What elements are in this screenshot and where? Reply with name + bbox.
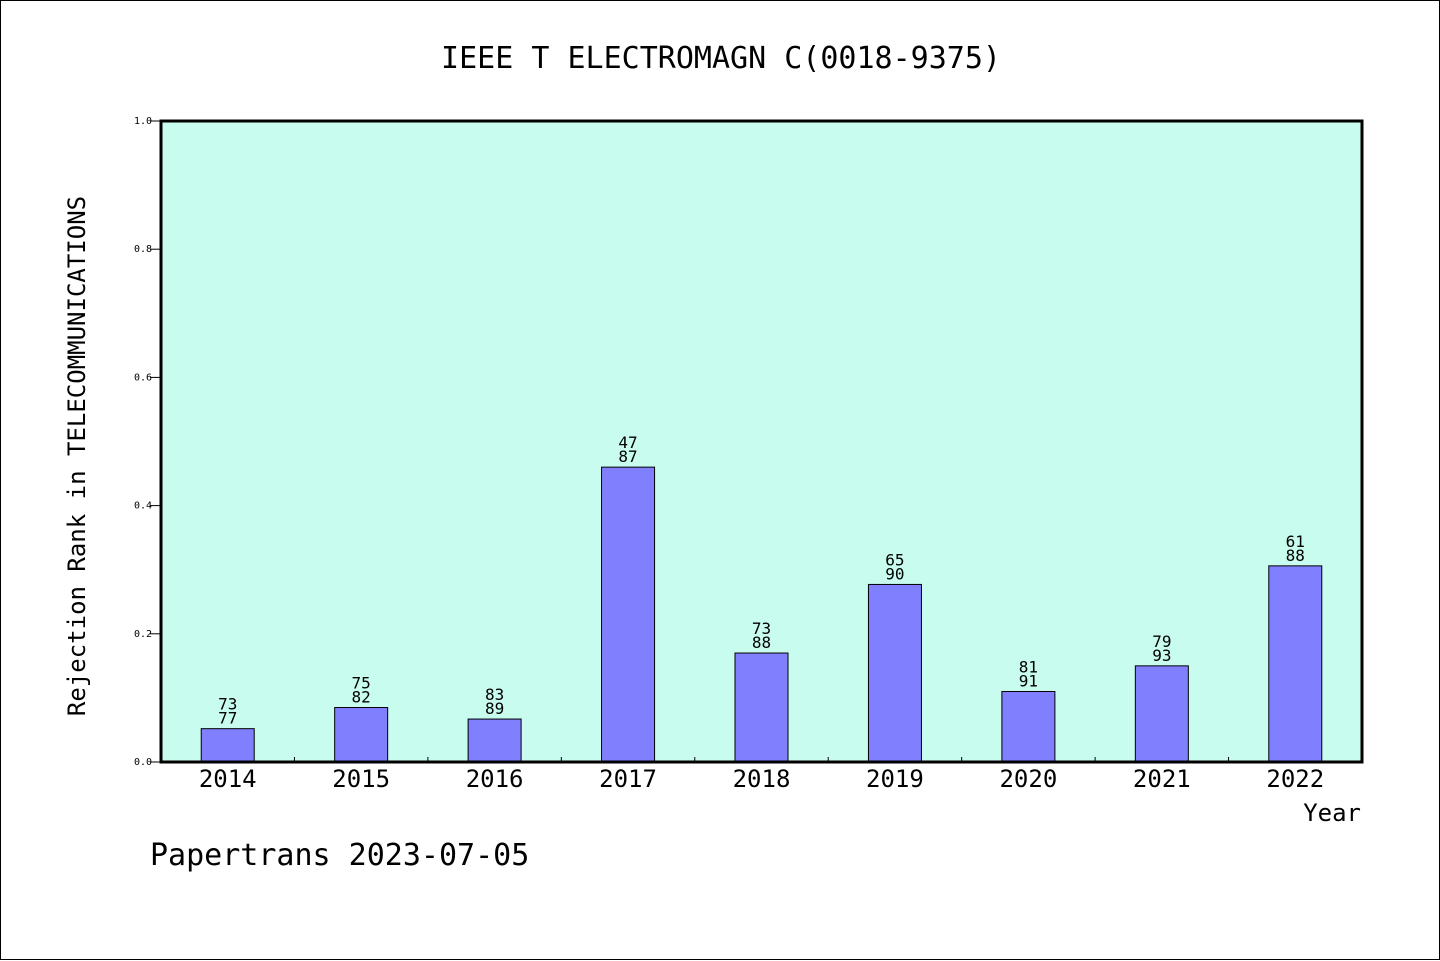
bar [200, 728, 255, 763]
plot-border [159, 119, 1364, 764]
bar-label-bottom: 91 [1019, 671, 1038, 690]
bar-label-top: 73 [752, 619, 771, 638]
y-tick-label: 0.2 [134, 629, 152, 640]
bar [734, 652, 789, 763]
bar-label-top: 75 [352, 674, 371, 693]
y-tick-label: 0.6 [134, 372, 152, 383]
bar-label-bottom: 82 [352, 688, 371, 707]
bar-label-top: 65 [885, 550, 904, 569]
y-axis-label: Rejection Rank in TELECOMMUNICATIONS [63, 196, 91, 716]
bar-label-top: 61 [1286, 532, 1305, 551]
bar-label-bottom: 77 [218, 709, 237, 728]
x-tick-label: 2022 [1266, 765, 1324, 793]
bar-label-bottom: 90 [885, 564, 904, 583]
x-tick-label: 2015 [332, 765, 390, 793]
bar-label-top: 73 [218, 695, 237, 714]
x-axis: 2014 2015 2016 2017 2018 2019 2020 2021 2022 [199, 757, 1324, 793]
bar [1268, 565, 1323, 763]
footer-text: Papertrans 2023-07-05 [150, 838, 529, 873]
y-tick-label: 0.8 [134, 244, 152, 255]
x-tick-label: 2018 [733, 765, 791, 793]
bar [601, 466, 656, 763]
x-tick-label: 2017 [599, 765, 657, 793]
x-tick-label: 2021 [1133, 765, 1191, 793]
x-tick-label: 2019 [866, 765, 924, 793]
bar-label-bottom: 89 [485, 699, 504, 718]
y-tick-label: 0.0 [134, 757, 152, 768]
x-tick-label: 2020 [999, 765, 1057, 793]
y-tick-label: 1.0 [134, 116, 152, 127]
bar [1134, 665, 1189, 763]
bar [467, 718, 522, 763]
bar-label-bottom: 93 [1152, 646, 1171, 665]
x-axis-label: Year [1303, 799, 1361, 827]
bar-label-bottom: 87 [618, 447, 637, 466]
y-tick-label: 0.4 [134, 501, 152, 512]
bar-label-bottom: 88 [752, 633, 771, 652]
bar [867, 583, 922, 763]
bar-label-top: 79 [1152, 632, 1171, 651]
bar-label-bottom: 88 [1286, 546, 1305, 565]
chart-title: IEEE T ELECTROMAGN C(0018-9375) [441, 41, 1001, 76]
bar-label-top: 47 [618, 433, 637, 452]
bar [1001, 690, 1056, 763]
y-axis: 0.0 0.2 0.4 0.6 0.8 1.0 [134, 116, 161, 768]
x-tick-label: 2016 [466, 765, 524, 793]
bar-label-top: 81 [1019, 657, 1038, 676]
bar-label-top: 83 [485, 685, 504, 704]
bar [334, 707, 389, 763]
x-tick-label: 2014 [199, 765, 257, 793]
